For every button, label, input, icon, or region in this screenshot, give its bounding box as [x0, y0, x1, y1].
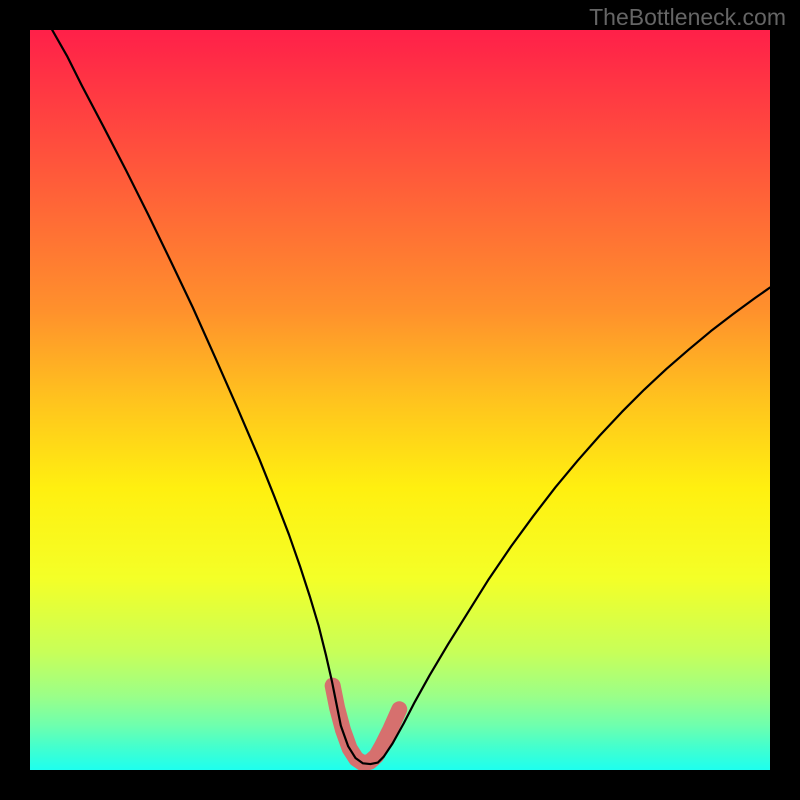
plot-area	[30, 30, 770, 770]
watermark-text: TheBottleneck.com	[589, 4, 786, 31]
gradient-background	[30, 30, 770, 770]
chart-frame: TheBottleneck.com	[0, 0, 800, 800]
